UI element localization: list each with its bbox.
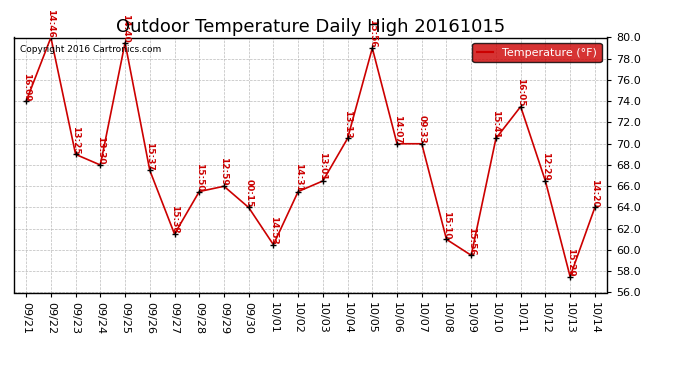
Text: 09:33: 09:33 <box>417 115 426 144</box>
Text: 13:01: 13:01 <box>318 152 327 181</box>
Text: 15:56: 15:56 <box>368 20 377 48</box>
Legend: Temperature (°F): Temperature (°F) <box>473 43 602 62</box>
Text: 14:07: 14:07 <box>393 115 402 144</box>
Text: 12:59: 12:59 <box>219 158 228 186</box>
Text: 13:25: 13:25 <box>71 126 80 154</box>
Text: 14:53: 14:53 <box>269 216 278 244</box>
Text: 14:40: 14:40 <box>121 14 130 43</box>
Text: 15:10: 15:10 <box>442 211 451 239</box>
Text: 15:29: 15:29 <box>566 248 575 276</box>
Text: 14:20: 14:20 <box>591 179 600 207</box>
Text: 00:15: 00:15 <box>244 179 253 207</box>
Text: 15:37: 15:37 <box>146 141 155 170</box>
Text: 16:09: 16:09 <box>21 73 30 101</box>
Text: 15:41: 15:41 <box>491 110 500 138</box>
Text: Copyright 2016 Cartronics.com: Copyright 2016 Cartronics.com <box>20 45 161 54</box>
Text: 16:05: 16:05 <box>516 78 525 106</box>
Text: 14:31: 14:31 <box>294 163 303 192</box>
Text: 13:13: 13:13 <box>343 110 352 138</box>
Text: 12:29: 12:29 <box>541 152 550 181</box>
Title: Outdoor Temperature Daily High 20161015: Outdoor Temperature Daily High 20161015 <box>116 18 505 36</box>
Text: 14:46: 14:46 <box>46 9 55 38</box>
Text: 13:30: 13:30 <box>96 136 105 165</box>
Text: 15:50: 15:50 <box>195 163 204 192</box>
Text: 15:56: 15:56 <box>466 226 475 255</box>
Text: 15:38: 15:38 <box>170 206 179 234</box>
